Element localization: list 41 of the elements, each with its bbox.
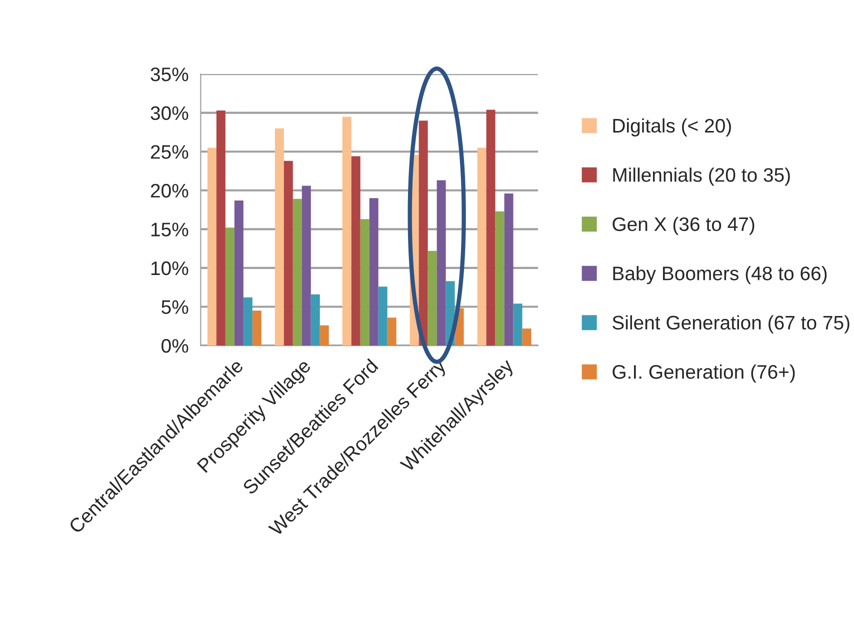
bar xyxy=(216,110,226,346)
y-tick-label: 20% xyxy=(150,184,188,198)
legend-label: Digitals (< 20) xyxy=(613,118,731,136)
bar xyxy=(310,294,320,346)
bar xyxy=(225,228,234,346)
bar xyxy=(234,200,244,346)
y-tick-label: 25% xyxy=(150,145,188,159)
bar xyxy=(292,198,302,346)
bar xyxy=(252,310,262,346)
bar xyxy=(360,219,370,346)
bar xyxy=(342,116,352,346)
y-tick-label: 0% xyxy=(162,338,188,353)
bar xyxy=(504,193,514,346)
legend-label: Silent Generation (67 to 75) xyxy=(612,315,850,334)
bar xyxy=(513,304,522,346)
y-tick-label: 10% xyxy=(151,261,188,276)
bar xyxy=(207,148,216,346)
legend-label: Gen X (36 to 47) xyxy=(612,216,754,235)
bar xyxy=(495,211,504,346)
bar xyxy=(274,128,284,346)
y-tick-label: 30% xyxy=(150,106,188,120)
y-tick-label: 5% xyxy=(162,300,188,314)
bar xyxy=(486,110,496,346)
bar xyxy=(320,325,329,346)
bar xyxy=(522,328,532,346)
bar xyxy=(284,160,293,346)
bar xyxy=(378,286,388,346)
bar xyxy=(436,180,446,346)
bar xyxy=(477,148,486,346)
legend-label: Millennials (20 to 35) xyxy=(613,168,790,186)
bar xyxy=(302,186,311,346)
bar xyxy=(418,120,428,346)
bar xyxy=(387,318,396,346)
bar xyxy=(351,156,360,346)
bar xyxy=(243,297,252,346)
legend-label: G.I. Generation (76+) xyxy=(612,364,795,383)
bar xyxy=(369,198,378,346)
bar xyxy=(428,250,437,346)
legend-label: Baby Boomers (48 to 66) xyxy=(613,266,827,284)
y-tick-label: 35% xyxy=(150,68,188,82)
y-tick-label: 15% xyxy=(151,222,188,236)
